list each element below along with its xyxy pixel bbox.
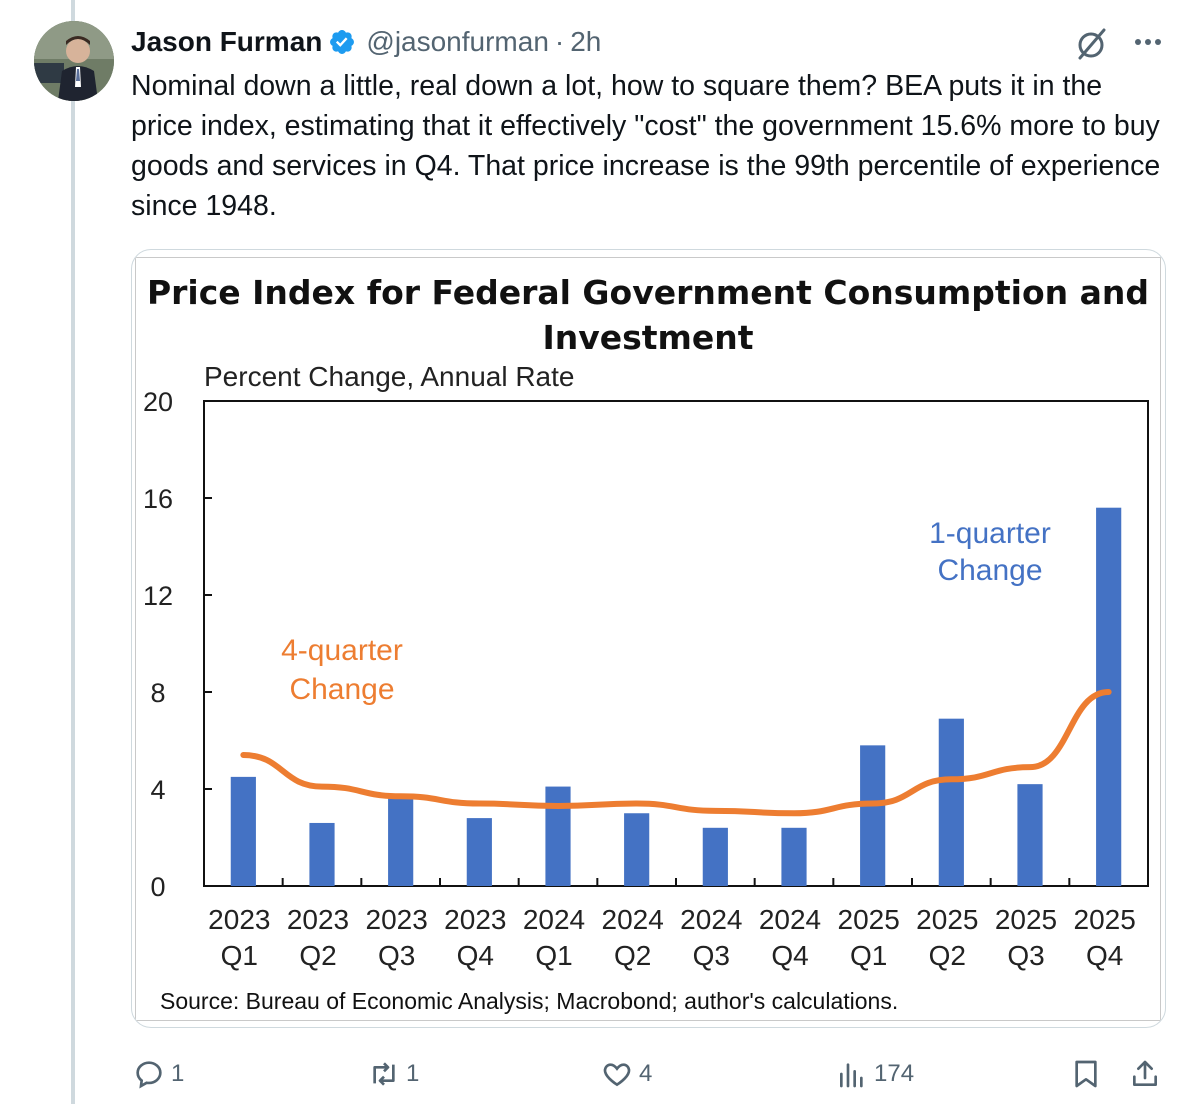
chart-subtitle: Percent Change, Annual Rate	[204, 361, 574, 392]
y-tick-label: 4	[150, 775, 165, 805]
like-button[interactable]: 4	[601, 1054, 652, 1094]
action-bar: 1 1 4 174	[0, 1054, 1203, 1094]
bookmark-button[interactable]	[1070, 1054, 1102, 1094]
bar-1-quarter-change	[1017, 784, 1043, 886]
retweet-button[interactable]: 1	[368, 1054, 419, 1094]
x-tick-label-quarter: Q3	[1007, 940, 1044, 971]
x-tick-label-quarter: Q1	[221, 940, 258, 971]
tweet-media[interactable]: Price Index for Federal Government Consu…	[131, 249, 1166, 1028]
x-tick-label-quarter: Q1	[535, 940, 572, 971]
views-icon	[840, 1063, 863, 1088]
reply-icon	[136, 1061, 162, 1089]
tweet-header: Jason Furman @jasonfurman · 2h	[131, 24, 601, 60]
x-tick-label-quarter: Q3	[693, 940, 730, 971]
share-button[interactable]	[1129, 1054, 1161, 1094]
y-tick-label: 20	[143, 387, 173, 417]
y-tick-label: 16	[143, 484, 173, 514]
y-tick-label: 12	[143, 581, 173, 611]
bar-1-quarter-change	[1096, 507, 1122, 886]
x-tick-label-year: 2023	[287, 904, 349, 935]
annotation-1-quarter-line2: Change	[937, 554, 1042, 587]
x-tick-label-quarter: Q3	[378, 940, 415, 971]
chart-source: Source: Bureau of Economic Analysis; Mac…	[160, 988, 899, 1014]
x-tick-label-year: 2024	[759, 904, 821, 935]
x-tick-label-quarter: Q2	[929, 940, 966, 971]
x-tick-label-quarter: Q1	[850, 940, 887, 971]
thread-line	[71, 0, 75, 1104]
bar-1-quarter-change	[309, 822, 335, 886]
x-tick-label-year: 2023	[444, 904, 506, 935]
chart-frame: Price Index for Federal Government Consu…	[135, 257, 1161, 1021]
bar-1-quarter-change	[781, 827, 807, 886]
bar-1-quarter-change	[938, 718, 964, 886]
bookmark-icon	[1075, 1060, 1097, 1088]
x-tick-label-year: 2024	[523, 904, 585, 935]
annotation-1-quarter-line1: 1-quarter	[929, 517, 1051, 550]
bar-1-quarter-change	[545, 786, 571, 886]
share-icon	[1133, 1060, 1157, 1086]
x-tick-label-year: 2025	[838, 904, 900, 935]
bar-1-quarter-change	[702, 827, 728, 886]
annotation-4-quarter-line1: 4-quarter	[281, 634, 403, 667]
like-count: 4	[639, 1060, 653, 1087]
chart: Percent Change, Annual Rate 0 4 8 12 16 20 2023…	[143, 361, 1149, 971]
reply-count: 1	[171, 1060, 185, 1087]
line-4-quarter-change	[240, 689, 1112, 817]
x-tick-label-year: 2024	[602, 904, 664, 935]
reply-button[interactable]: 1	[133, 1054, 184, 1094]
x-tick-label-year: 2023	[366, 904, 428, 935]
x-tick-label-quarter: Q4	[457, 940, 494, 971]
avatar[interactable]	[34, 21, 114, 101]
x-tick-label-year: 2024	[680, 904, 742, 935]
x-tick-label-quarter: Q4	[1086, 940, 1123, 971]
annotation-4-quarter-line2: Change	[289, 673, 394, 706]
views-button[interactable]: 174	[836, 1054, 914, 1094]
author-handle[interactable]: @jasonfurman	[366, 26, 549, 57]
bar-1-quarter-change	[388, 796, 414, 886]
x-tick-label-quarter: Q2	[299, 940, 336, 971]
bar-1-quarter-change	[230, 776, 256, 886]
retweet-icon	[373, 1062, 395, 1086]
tweet-text: Nominal down a little, real down a lot, …	[131, 70, 1161, 222]
x-tick-label-quarter: Q2	[614, 940, 651, 971]
y-tick-label: 0	[150, 872, 165, 902]
bar-1-quarter-change	[860, 745, 886, 886]
tweet-time[interactable]: 2h	[570, 26, 602, 57]
retweet-count: 1	[406, 1060, 420, 1087]
x-tick-label-quarter: Q4	[771, 940, 808, 971]
x-tick-label-year: 2025	[916, 904, 978, 935]
header-separator: ·	[554, 26, 565, 57]
y-tick-label: 8	[150, 678, 165, 708]
bar-1-quarter-change	[466, 818, 492, 886]
grok-icon[interactable]	[1072, 24, 1112, 64]
x-tick-label-year: 2023	[208, 904, 270, 935]
author-name[interactable]: Jason Furman	[131, 26, 323, 57]
x-tick-label-year: 2025	[995, 904, 1057, 935]
more-icon[interactable]	[1128, 26, 1168, 60]
x-tick-label-year: 2025	[1074, 904, 1136, 935]
verified-badge-icon	[330, 30, 355, 54]
like-icon	[603, 1063, 631, 1087]
bar-1-quarter-change	[624, 813, 650, 886]
chart-title: Price Index for Federal Government Consu…	[146, 273, 1150, 357]
views-count: 174	[874, 1060, 915, 1087]
